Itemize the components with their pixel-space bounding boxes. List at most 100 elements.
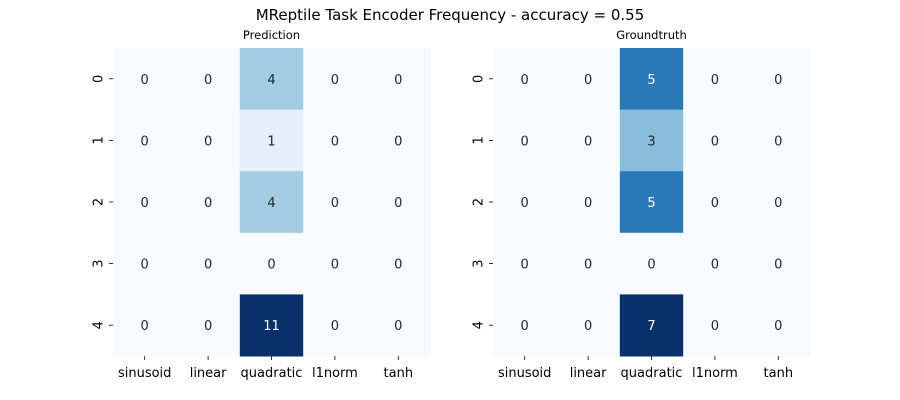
heatmap-1-cell-r1-c3	[683, 109, 748, 172]
heatmap-0-cell-r3-c1	[176, 232, 241, 295]
heatmap-1-cell-r2-c0	[493, 171, 557, 234]
heatmap-0-cell-r3-c0	[113, 232, 177, 295]
heatmap-0-cell-r2-c2	[239, 171, 304, 234]
heatmap-1-cell-label-r3-c3: 0	[711, 258, 719, 273]
heatmap-1-cell-r0-c3	[683, 48, 748, 111]
heatmap-1-cell-r3-c2	[619, 232, 684, 295]
heatmap-0-cell-label-r1-c4: 0	[394, 134, 402, 149]
heatmap-1-cell-r1-c0	[493, 109, 557, 172]
heatmap-0-cell-label-r0-c1: 0	[204, 73, 212, 88]
heatmap-0-cell-r0-c1	[176, 48, 241, 111]
heatmap-1-xtick-label-2: quadratic	[621, 366, 683, 381]
heatmap-0-cell-label-r2-c2: 4	[267, 196, 275, 211]
heatmap-0-cell-r3-c3	[303, 232, 368, 295]
heatmap-1-cell-r2-c2	[619, 171, 684, 234]
heatmap-1-ytick-label-1: 1	[472, 136, 487, 144]
heatmap-0-cell-label-r3-c0: 0	[141, 258, 149, 273]
heatmap-1-cell-label-r0-c2: 5	[647, 73, 655, 88]
heatmap-1-cell-r0-c4	[746, 48, 811, 111]
heatmap-0-cell-label-r0-c3: 0	[331, 73, 339, 88]
heatmap-0-xtick-label-3: l1norm	[312, 366, 358, 381]
heatmap-1-ytick-label-0: 0	[472, 75, 487, 83]
heatmap-0-cell-label-r2-c0: 0	[141, 196, 149, 211]
heatmap-1-cell-label-r1-c2: 3	[647, 134, 655, 149]
heatmap-1-cell-label-r1-c0: 0	[521, 134, 529, 149]
heatmap-1-cell-r0-c0	[493, 48, 557, 111]
heatmap-0-xtick-label-0: sinusoid	[118, 366, 171, 381]
heatmap-1-cell-r2-c4	[746, 171, 811, 234]
heatmap-0-cell-label-r2-c3: 0	[331, 196, 339, 211]
heatmap-0-cell-label-r1-c1: 0	[204, 134, 212, 149]
heatmap-0-cell-label-r3-c2: 0	[267, 258, 275, 273]
heatmap-1-cell-label-r0-c1: 0	[584, 73, 592, 88]
heatmap-0-xtick-label-2: quadratic	[241, 366, 303, 381]
heatmap-1-cell-r4-c1	[556, 294, 621, 357]
heatmap-0-cell-r2-c4	[366, 171, 431, 234]
heatmap-1-cell-r2-c3	[683, 171, 748, 234]
heatmap-1: Groundtruth 0 0 5 0 0 0 0 3 0 0 0 0 5 0 0 0 0 0 0 0 0 0 7 0 0 sinu…	[472, 28, 811, 381]
heatmap-0-cell-r3-c4	[366, 232, 431, 295]
heatmap-0-xtick-label-4: tanh	[384, 366, 414, 381]
heatmap-1-cell-r1-c2	[619, 109, 684, 172]
heatmap-0-ytick-label-2: 2	[92, 198, 107, 206]
heatmap-1-cell-label-r3-c0: 0	[521, 258, 529, 273]
heatmap-1-ytick-label-3: 3	[472, 259, 487, 267]
heatmap-1-cell-r2-c1	[556, 171, 621, 234]
heatmap-0-cell-r4-c0	[113, 294, 177, 357]
heatmap-0-cell-r4-c1	[176, 294, 241, 357]
heatmap-0-cell-label-r3-c4: 0	[394, 258, 402, 273]
heatmap-0-cell-label-r1-c3: 0	[331, 134, 339, 149]
heatmap-1-cell-r3-c0	[493, 232, 557, 295]
heatmap-0-cell-r3-c2	[239, 232, 304, 295]
heatmap-0-title: Prediction	[243, 28, 300, 42]
heatmap-0-cell-label-r3-c3: 0	[331, 258, 339, 273]
heatmap-1-cell-label-r1-c4: 0	[774, 134, 782, 149]
heatmap-0-cell-label-r4-c3: 0	[331, 319, 339, 334]
heatmap-1-xtick-label-0: sinusoid	[498, 366, 551, 381]
heatmap-0-cell-label-r0-c4: 0	[394, 73, 402, 88]
heatmap-1-cell-label-r4-c3: 0	[711, 319, 719, 334]
heatmap-1-cell-label-r4-c0: 0	[521, 319, 529, 334]
heatmap-1-cell-label-r3-c1: 0	[584, 258, 592, 273]
heatmap-0-cell-r0-c0	[113, 48, 177, 111]
heatmap-1-xtick-label-3: l1norm	[692, 366, 738, 381]
heatmap-0-xtick-label-1: linear	[190, 366, 227, 381]
heatmap-0-ytick-label-0: 0	[92, 75, 107, 83]
heatmap-0-cell-r4-c4	[366, 294, 431, 357]
heatmap-0-cell-r4-c2	[239, 294, 304, 357]
heatmap-0-cell-label-r4-c1: 0	[204, 319, 212, 334]
heatmap-0-ytick-label-4: 4	[92, 321, 107, 329]
heatmap-1-cell-label-r2-c2: 5	[647, 196, 655, 211]
heatmap-0-cell-r1-c3	[303, 109, 368, 172]
heatmap-0: Prediction 0 0 4 0 0 0 0 1 0 0 0 0 4 0 0 0 0 0 0 0 0 0 11 0 0 sinu…	[92, 28, 431, 381]
heatmap-1-cell-r4-c4	[746, 294, 811, 357]
heatmap-0-cell-label-r0-c0: 0	[141, 73, 149, 88]
heatmap-1-cell-label-r2-c0: 0	[521, 196, 529, 211]
heatmap-1-ytick-label-4: 4	[472, 321, 487, 329]
heatmap-0-cell-r1-c4	[366, 109, 431, 172]
heatmap-1-cell-label-r0-c0: 0	[521, 73, 529, 88]
heatmap-1-cell-r1-c1	[556, 109, 621, 172]
heatmap-1-title: Groundtruth	[616, 28, 687, 42]
heatmap-1-cell-label-r4-c2: 7	[647, 319, 655, 334]
heatmap-1-cell-r4-c0	[493, 294, 557, 357]
heatmap-0-cell-r2-c1	[176, 171, 241, 234]
heatmap-1-ytick-label-2: 2	[472, 198, 487, 206]
heatmaps-group: Prediction 0 0 4 0 0 0 0 1 0 0 0 0 4 0 0 0 0 0 0 0 0 0 11 0 0 sinu…	[92, 28, 811, 381]
heatmap-1-xtick-label-1: linear	[570, 366, 607, 381]
heatmap-1-cell-label-r0-c3: 0	[711, 73, 719, 88]
heatmap-0-cell-label-r4-c2: 11	[263, 319, 280, 334]
heatmap-0-cell-r0-c4	[366, 48, 431, 111]
heatmap-1-cell-r1-c4	[746, 109, 811, 172]
heatmap-1-cell-label-r4-c1: 0	[584, 319, 592, 334]
heatmap-0-cell-r0-c3	[303, 48, 368, 111]
heatmap-0-cell-label-r2-c1: 0	[204, 196, 212, 211]
heatmap-1-cell-r0-c2	[619, 48, 684, 111]
heatmap-1-cell-label-r1-c3: 0	[711, 134, 719, 149]
heatmap-0-cell-r0-c2	[239, 48, 304, 111]
heatmap-0-cell-label-r0-c2: 4	[267, 73, 275, 88]
heatmap-1-cell-label-r4-c4: 0	[774, 319, 782, 334]
heatmap-0-ytick-label-1: 1	[92, 136, 107, 144]
heatmap-0-cell-r2-c3	[303, 171, 368, 234]
